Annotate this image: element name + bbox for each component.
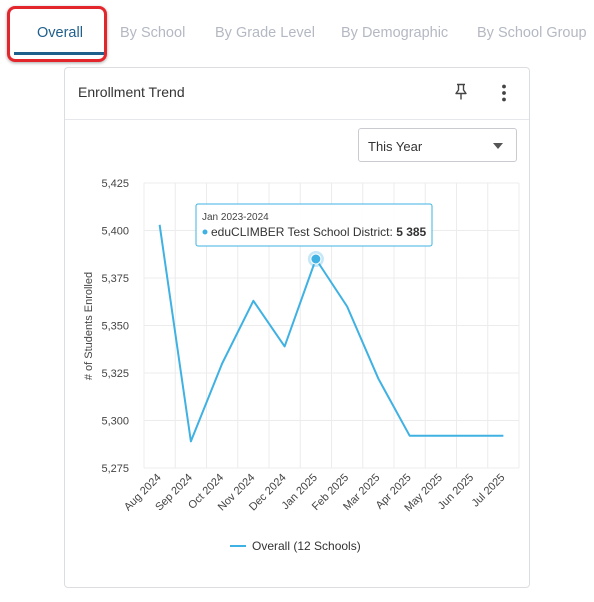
y-tick-label: 5,350 <box>101 321 129 333</box>
tab-by-school-group[interactable]: By School Group <box>477 25 587 41</box>
y-tick-label: 5,275 <box>101 463 129 475</box>
pin-icon[interactable] <box>453 83 469 101</box>
y-tick-label: 5,375 <box>101 273 129 285</box>
card-header: Enrollment Trend <box>65 68 529 120</box>
tab-by-school[interactable]: By School <box>120 25 186 41</box>
y-tick-label: 5,300 <box>101 416 129 428</box>
hover-point <box>310 253 322 265</box>
chevron-down-icon <box>493 143 503 149</box>
y-axis-label: # of Students Enrolled <box>83 272 95 380</box>
active-tab-underline <box>14 52 104 55</box>
card-title: Enrollment Trend <box>78 84 185 100</box>
date-range-select[interactable]: This Year <box>358 128 517 162</box>
legend-label: Overall (12 Schools) <box>252 539 361 553</box>
enrollment-trend-card: Enrollment Trend This Year <box>64 67 530 588</box>
tooltip-box <box>195 203 433 247</box>
tab-bar: Overall By School By Grade Level By Demo… <box>0 0 594 66</box>
tab-highlight <box>7 6 107 62</box>
tooltip-series-dot <box>202 229 208 235</box>
more-vertical-icon[interactable] <box>499 83 509 103</box>
date-range-value: This Year <box>368 139 423 154</box>
series-line <box>158 224 504 443</box>
y-tick-label: 5,400 <box>101 226 129 238</box>
tooltip-value: 5 385 <box>396 225 426 239</box>
x-tick-label: Jul 2025 <box>470 472 508 510</box>
tooltip-title: Jan 2023-2024 <box>202 212 269 223</box>
y-tick-label: 5,425 <box>101 178 129 190</box>
tab-by-demographic[interactable]: By Demographic <box>341 25 449 41</box>
tab-by-grade-level[interactable]: By Grade Level <box>215 25 315 41</box>
tab-overall[interactable]: Overall <box>37 25 83 41</box>
tooltip-series-label: eduCLIMBER Test School District: 5 385 <box>211 225 427 239</box>
y-tick-label: 5,325 <box>101 368 129 380</box>
